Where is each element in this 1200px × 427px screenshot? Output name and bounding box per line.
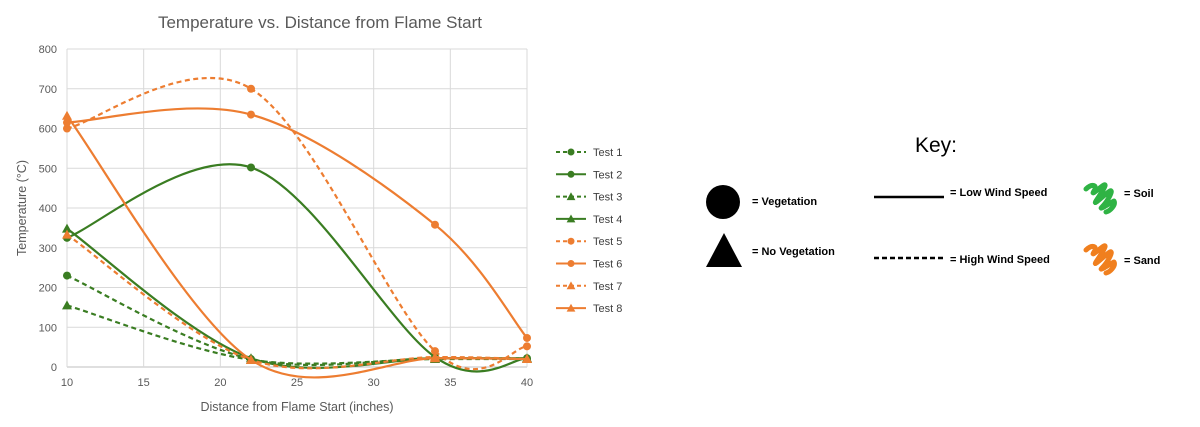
series-line xyxy=(66,163,528,373)
x-tick-label: 10 xyxy=(61,377,73,389)
legend-marker xyxy=(567,237,575,245)
data-point xyxy=(62,110,72,120)
vegetation-circle-icon xyxy=(706,185,740,219)
legend-marker xyxy=(567,148,575,156)
y-tick-label: 300 xyxy=(39,243,57,255)
data-point xyxy=(247,110,255,119)
legend-label: Test 8 xyxy=(593,303,622,315)
key-label-soil: = Soil xyxy=(1124,188,1154,200)
series-line xyxy=(66,107,528,339)
legend-marker xyxy=(566,281,576,290)
y-tick-label: 100 xyxy=(39,322,57,334)
y-tick-label: 0 xyxy=(51,362,57,374)
key-label-vegetation: = Vegetation xyxy=(752,196,818,208)
y-tick-label: 500 xyxy=(39,163,57,175)
legend-marker xyxy=(566,303,576,312)
legend-item: Test 5 xyxy=(556,236,622,248)
data-point xyxy=(62,223,72,233)
data-point xyxy=(62,300,72,310)
key-label-high-wind: = High Wind Speed xyxy=(950,254,1050,266)
x-tick-label: 40 xyxy=(521,377,533,389)
x-tick-label: 25 xyxy=(291,377,303,389)
y-tick-label: 200 xyxy=(39,283,57,295)
chart-title: Temperature vs. Distance from Flame Star… xyxy=(158,13,482,32)
legend-marker xyxy=(567,260,575,267)
series-line xyxy=(66,233,528,370)
data-point xyxy=(247,84,255,93)
y-tick-label: 700 xyxy=(39,84,57,96)
data-point xyxy=(523,342,531,351)
legend-label: Test 5 xyxy=(593,236,622,248)
legend-item: Test 8 xyxy=(556,303,622,315)
key-panel: Key: = Vegetation = No Vegetation = Low … xyxy=(700,130,1180,280)
data-point xyxy=(246,354,256,364)
solid-line-icon xyxy=(874,195,944,199)
x-tick-label: 35 xyxy=(444,377,456,389)
chart-legend: Test 1 Test 2 Test 3 Test 4 Test 5 Test 6 Test… xyxy=(556,147,622,315)
y-tick-label: 800 xyxy=(39,44,57,56)
series-8 xyxy=(62,110,532,379)
key-label-low-wind: = Low Wind Speed xyxy=(950,187,1048,199)
series-line xyxy=(66,115,528,379)
legend-item: Test 3 xyxy=(556,192,622,204)
data-point xyxy=(522,354,532,364)
data-point xyxy=(63,118,71,127)
legend-item: Test 7 xyxy=(556,281,622,293)
x-tick-label: 30 xyxy=(368,377,380,389)
soil-scribble-icon xyxy=(1083,182,1117,215)
legend-marker xyxy=(566,192,576,201)
data-point xyxy=(247,163,255,172)
x-tick-label: 20 xyxy=(214,377,226,389)
legend-label: Test 2 xyxy=(593,169,622,181)
data-point xyxy=(63,124,71,133)
legend-label: Test 7 xyxy=(593,281,622,293)
legend-item: Test 1 xyxy=(556,147,622,159)
key-label-sand: = Sand xyxy=(1124,255,1161,267)
legend-item: Test 2 xyxy=(556,169,622,181)
data-point xyxy=(523,333,531,342)
y-tick-label: 400 xyxy=(39,203,57,215)
legend-marker xyxy=(567,170,575,178)
x-axis-title: Distance from Flame Start (inches) xyxy=(200,400,393,414)
data-point xyxy=(63,271,71,280)
key-label-no-vegetation: = No Vegetation xyxy=(752,246,835,258)
sand-scribble-icon xyxy=(1083,243,1117,276)
chart-tick-labels: 0 100 200 300 400 500 600 700 800 10 15 20 25 30 35 40 xyxy=(39,44,533,389)
legend-label: Test 4 xyxy=(593,214,622,226)
series-5 xyxy=(63,76,531,371)
legend-marker xyxy=(566,214,576,223)
y-axis-title: Temperature (°C) xyxy=(15,160,29,256)
data-point xyxy=(431,347,439,356)
dashed-line-icon xyxy=(874,256,944,260)
no-vegetation-triangle-icon xyxy=(706,233,742,267)
legend-item: Test 4 xyxy=(556,214,622,226)
x-tick-label: 15 xyxy=(138,377,150,389)
legend-label: Test 3 xyxy=(593,192,622,204)
line-chart: Temperature vs. Distance from Flame Star… xyxy=(15,13,622,414)
legend-label: Test 1 xyxy=(593,147,622,159)
legend-item: Test 6 xyxy=(556,259,622,271)
y-tick-label: 600 xyxy=(39,124,57,136)
series-6 xyxy=(63,107,531,342)
data-point xyxy=(431,220,439,229)
key-title: Key: xyxy=(915,134,958,157)
legend-label: Test 6 xyxy=(593,259,622,271)
data-point xyxy=(430,353,440,363)
chart-gridlines xyxy=(66,48,528,368)
chart-series xyxy=(62,76,532,379)
data-point xyxy=(62,229,72,239)
